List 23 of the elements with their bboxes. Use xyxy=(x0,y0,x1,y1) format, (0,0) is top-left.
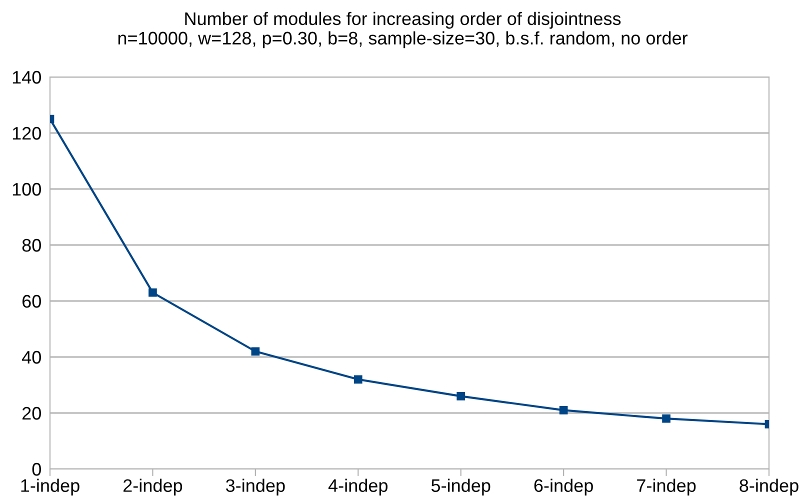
point xyxy=(354,375,362,384)
x-tick-label: 3-indep xyxy=(226,478,285,496)
y-tick-label: 80 xyxy=(22,238,41,252)
x-tick-label: 4-indep xyxy=(328,478,388,496)
y-tick-label: 120 xyxy=(12,126,41,140)
x-tick-label: 7-indep xyxy=(637,478,696,496)
x-tick-label: 8-indep xyxy=(740,478,798,496)
point xyxy=(456,392,466,400)
x-tick-label: 1-indep xyxy=(21,478,80,496)
y-tick-label: 0 xyxy=(32,462,41,476)
point xyxy=(148,288,157,297)
point xyxy=(559,406,568,414)
x-tick-label: 6-indep xyxy=(534,478,593,496)
y-tick-label: 20 xyxy=(22,406,41,420)
point xyxy=(662,414,670,423)
y-tick-label: 140 xyxy=(12,70,41,84)
y-tick-label: 60 xyxy=(22,294,41,308)
y-tick-label: 100 xyxy=(12,182,41,196)
point xyxy=(251,347,260,356)
x-tick-label: 2-indep xyxy=(124,478,182,496)
x-tick-label: 5-indep xyxy=(431,478,490,496)
chart-title: Number of modules for increasing order of disjointness n=10000, w=128, p=0.30, b=8, sample-size=30, b.s.f. random, no order xyxy=(118,12,688,48)
y-tick-label: 40 xyxy=(22,350,41,364)
